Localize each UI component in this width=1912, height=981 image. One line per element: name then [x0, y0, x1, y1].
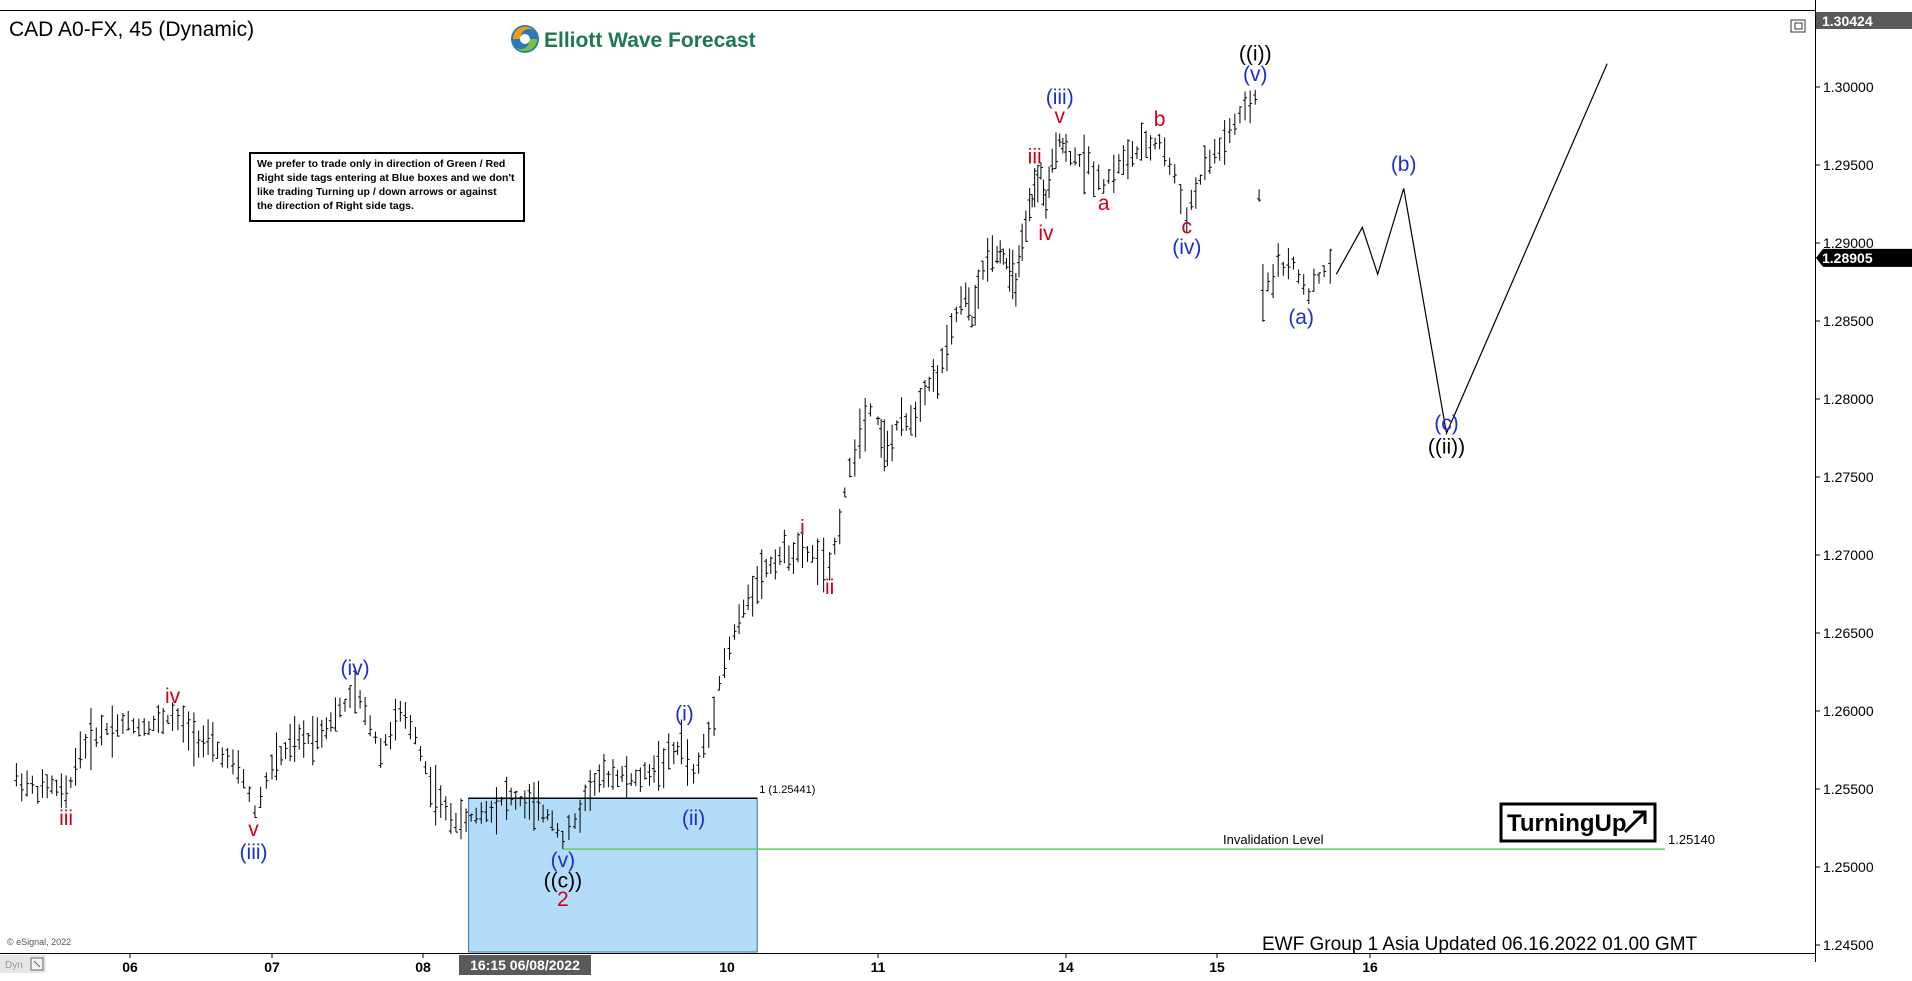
wave-label: iv	[1038, 222, 1054, 245]
price-tick-label: 1.24500	[1823, 937, 1874, 953]
time-tick-label: 10	[719, 959, 735, 975]
price-tick-label: 1.29000	[1823, 235, 1874, 251]
wave-label: (iii)	[240, 841, 268, 864]
invalidation-label: Invalidation Level	[1223, 832, 1324, 847]
price-bars	[14, 89, 1333, 849]
corner-label: Dyn	[5, 960, 23, 971]
wave-label: (iv)	[340, 657, 369, 680]
ewf-swirl-icon	[511, 25, 539, 53]
blue-box-zone	[468, 797, 758, 953]
note-line-3: like trading Turning up / down arrows or…	[257, 186, 497, 198]
ewf-logo: Elliott Wave Forecast	[511, 25, 756, 53]
price-tick-label: 1.30000	[1823, 79, 1874, 95]
wave-label: (i)	[675, 702, 694, 725]
price-tick-label: 1.28500	[1823, 313, 1874, 329]
time-tick-label: 06	[122, 959, 138, 975]
cursor-date-label: 16:15 06/08/2022	[470, 957, 580, 973]
wave-label: v	[248, 818, 259, 841]
time-tick-label: 16	[1362, 959, 1378, 975]
price-axis-ticks: 1.24500 1.25000 1.25500 1.26000 1.26500 1.270…	[1815, 12, 1912, 953]
note-line-2: Right side tags entering at Blue boxes a…	[257, 172, 515, 184]
top-price-box	[1816, 12, 1912, 29]
note-line-4: the direction of Right side tags.	[257, 200, 414, 212]
current-price-label: 1.28905	[1822, 250, 1873, 266]
price-tick-label: 1.27000	[1823, 547, 1874, 563]
price-tick-label: 1.28000	[1823, 391, 1874, 407]
wave-label: (v)	[551, 849, 576, 872]
restore-window-icon[interactable]	[1790, 19, 1806, 33]
time-tick-label: 11	[871, 959, 886, 975]
logo-text: Elliott Wave Forecast	[544, 29, 756, 52]
time-tick-label: 15	[1209, 959, 1225, 975]
wave-label: c	[1182, 216, 1193, 239]
wave-label: (iv)	[1172, 236, 1201, 259]
invalidation-value: 1.25140	[1668, 832, 1715, 847]
price-axis-panel	[1816, 0, 1912, 962]
turning-up-badge: TurningUp	[1499, 802, 1657, 843]
wave-label: i	[800, 517, 805, 540]
price-tick-label: 1.27500	[1823, 469, 1874, 485]
wave-label: ((i))	[1239, 42, 1272, 65]
copyright-text: © eSignal, 2022	[7, 937, 71, 947]
wave-label: ((c))	[544, 869, 582, 892]
note-box: We prefer to trade only in direction of …	[249, 152, 525, 222]
badge-text: TurningUp	[1507, 810, 1627, 837]
wave-label: 2	[557, 888, 569, 911]
price-tick-label: 1.29500	[1823, 157, 1874, 173]
levels-layer: 1 (1.25441) Invalidation Level 1.25140	[468, 784, 1715, 850]
wave-label: iii	[59, 807, 73, 830]
settings-icon[interactable]	[30, 957, 44, 971]
symbol-title: CAD A0-FX, 45 (Dynamic)	[9, 18, 254, 41]
price-tick-label: 1.26500	[1823, 625, 1874, 641]
wave-label: (ii)	[682, 807, 705, 830]
top-price-label: 1.30424	[1822, 13, 1873, 29]
time-axis-ticks: 06 07 08 11 14 15 16 10	[122, 953, 1378, 975]
projection-path	[1335, 63, 1608, 436]
wave-labels: iiiivv(iii)(iv)(i)(ii)(v)((c))2iiiiiiivv…	[59, 42, 1465, 911]
wave-label: iv	[165, 685, 181, 708]
wave-label: a	[1098, 192, 1110, 215]
wave-label: (iii)	[1046, 86, 1074, 109]
time-tick-label: 07	[264, 959, 280, 975]
wave-label: ii	[825, 576, 834, 599]
price-tick-label: 1.26000	[1823, 703, 1874, 719]
note-line-1: We prefer to trade only in direction of …	[257, 158, 505, 170]
wave-label: ((ii))	[1428, 436, 1465, 459]
cursor-date-box	[459, 955, 591, 975]
time-tick-label: 08	[415, 959, 431, 975]
update-text: EWF Group 1 Asia Updated 06.16.2022 01.0…	[1262, 934, 1698, 955]
wave-label: v	[1054, 105, 1065, 128]
wave-label: (b)	[1391, 153, 1417, 176]
wave-label: (c)	[1434, 412, 1459, 435]
price-tick-label: 1.25000	[1823, 859, 1874, 875]
arrow-up-right-icon	[1623, 810, 1647, 834]
wave-label: b	[1154, 108, 1166, 131]
fib-level-label: 1 (1.25441)	[759, 784, 815, 796]
wave-label: (a)	[1288, 306, 1314, 329]
current-price-box	[1816, 248, 1912, 267]
time-tick-label: 14	[1058, 959, 1074, 975]
wave-label: (v)	[1243, 63, 1268, 86]
wave-label: iii	[1028, 145, 1042, 168]
price-tick-label: 1.25500	[1823, 781, 1874, 797]
